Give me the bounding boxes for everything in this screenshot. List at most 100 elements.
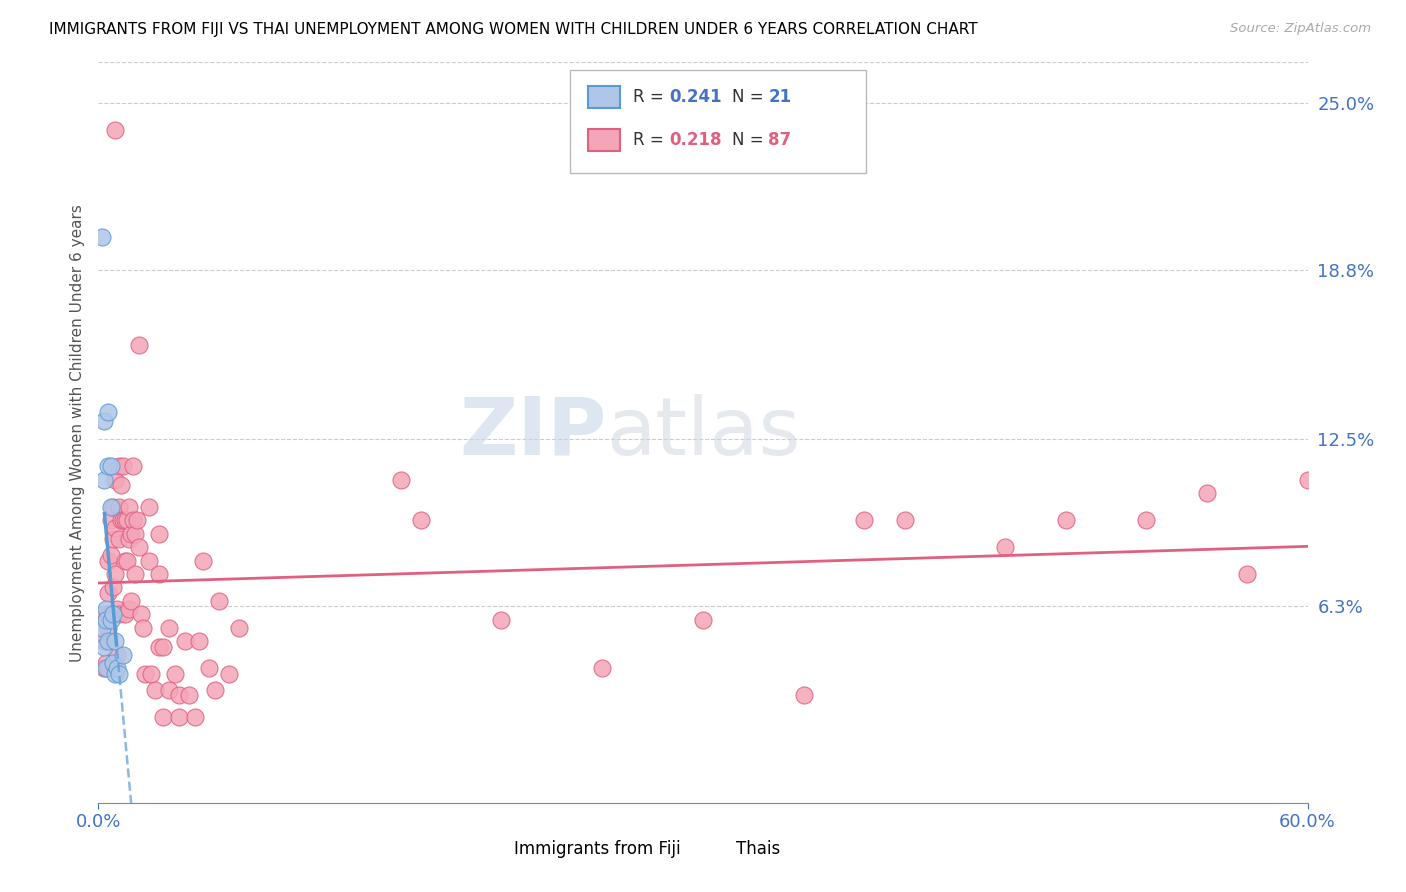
Text: 0.241: 0.241	[669, 88, 721, 106]
Point	[143, 682, 166, 697]
Point	[179, 688, 201, 702]
Point	[91, 230, 114, 244]
Text: N =: N =	[733, 88, 769, 106]
Point	[93, 661, 115, 675]
Point	[96, 661, 118, 675]
Text: Source: ZipAtlas.com: Source: ZipAtlas.com	[1230, 22, 1371, 36]
Point	[96, 613, 118, 627]
Point	[148, 566, 170, 581]
Point	[793, 688, 815, 702]
Point	[93, 473, 115, 487]
Y-axis label: Unemployment Among Women with Children Under 6 years: Unemployment Among Women with Children U…	[69, 203, 84, 662]
Point	[107, 666, 129, 681]
Point	[103, 473, 125, 487]
Point	[96, 602, 118, 616]
FancyBboxPatch shape	[588, 87, 620, 108]
Point	[103, 566, 125, 581]
Point	[105, 661, 128, 675]
Point	[115, 553, 138, 567]
Point	[97, 621, 120, 635]
Point	[409, 513, 432, 527]
Point	[100, 513, 122, 527]
Point	[167, 709, 190, 723]
Text: atlas: atlas	[606, 393, 800, 472]
Point	[96, 656, 118, 670]
Point	[103, 521, 125, 535]
Text: Thais: Thais	[735, 840, 780, 858]
Point	[97, 553, 120, 567]
Point	[1054, 513, 1077, 527]
Point	[121, 459, 143, 474]
Point	[100, 500, 122, 514]
Text: 21: 21	[768, 88, 792, 106]
Point	[107, 532, 129, 546]
Point	[120, 594, 142, 608]
Text: IMMIGRANTS FROM FIJI VS THAI UNEMPLOYMENT AMONG WOMEN WITH CHILDREN UNDER 6 YEAR: IMMIGRANTS FROM FIJI VS THAI UNEMPLOYMEN…	[49, 22, 977, 37]
Point	[157, 621, 180, 635]
Point	[100, 548, 122, 562]
Point	[125, 513, 148, 527]
Point	[128, 540, 150, 554]
Point	[128, 338, 150, 352]
Point	[93, 634, 115, 648]
Point	[105, 602, 128, 616]
Point	[188, 634, 211, 648]
Point	[110, 478, 132, 492]
Point	[591, 661, 613, 675]
Point	[101, 656, 124, 670]
Point	[100, 607, 122, 622]
Point	[121, 513, 143, 527]
Point	[111, 648, 134, 662]
Point	[103, 666, 125, 681]
Point	[1135, 513, 1157, 527]
Point	[97, 634, 120, 648]
Point	[114, 513, 136, 527]
Point	[174, 634, 197, 648]
Text: 87: 87	[768, 131, 792, 149]
Point	[105, 648, 128, 662]
Point	[101, 532, 124, 546]
Point	[208, 594, 231, 608]
Point	[114, 607, 136, 622]
Point	[132, 621, 155, 635]
Point	[115, 513, 138, 527]
Point	[218, 666, 240, 681]
FancyBboxPatch shape	[588, 129, 620, 152]
FancyBboxPatch shape	[569, 70, 866, 173]
Point	[91, 621, 114, 635]
Point	[97, 661, 120, 675]
Point	[228, 621, 250, 635]
Point	[124, 526, 146, 541]
Point	[157, 682, 180, 697]
Text: R =: R =	[633, 88, 669, 106]
Text: ZIP: ZIP	[458, 393, 606, 472]
Point	[1296, 473, 1319, 487]
Point	[118, 602, 141, 616]
Text: R =: R =	[633, 131, 669, 149]
Point	[184, 709, 207, 723]
Point	[118, 532, 141, 546]
Point	[163, 666, 186, 681]
Point	[100, 613, 122, 627]
Point	[107, 459, 129, 474]
Point	[107, 607, 129, 622]
Point	[692, 613, 714, 627]
Point	[1236, 566, 1258, 581]
Text: N =: N =	[733, 131, 769, 149]
Point	[134, 666, 156, 681]
Point	[107, 500, 129, 514]
Point	[110, 513, 132, 527]
Point	[101, 607, 124, 622]
Point	[148, 640, 170, 654]
Point	[93, 413, 115, 427]
Point	[101, 581, 124, 595]
Text: 0.218: 0.218	[669, 131, 721, 149]
Point	[97, 586, 120, 600]
Point	[124, 566, 146, 581]
Point	[114, 553, 136, 567]
FancyBboxPatch shape	[700, 844, 727, 862]
Point	[193, 553, 215, 567]
Point	[893, 513, 915, 527]
Point	[994, 540, 1017, 554]
Point	[111, 459, 134, 474]
